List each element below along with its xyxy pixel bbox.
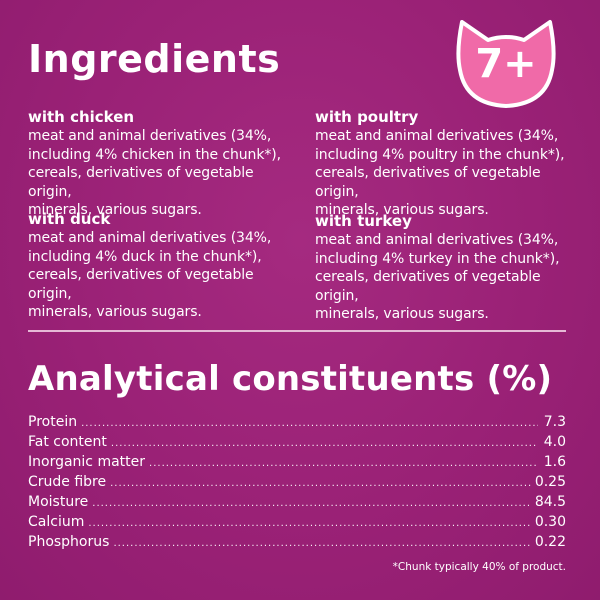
table-row: Inorganic matter .......................… bbox=[28, 452, 566, 472]
ingredient-duck: with duck meat and animal derivatives (3… bbox=[28, 210, 296, 322]
dot-leader: ........................................… bbox=[110, 438, 538, 449]
table-row: Calcium ................................… bbox=[28, 512, 566, 532]
constituent-value: 1.6 bbox=[543, 454, 566, 470]
constituents-table: Protein ................................… bbox=[28, 412, 566, 552]
dot-leader: ........................................… bbox=[149, 458, 538, 469]
section-divider bbox=[28, 330, 566, 332]
constituent-name: Moisture bbox=[28, 494, 89, 510]
description-line: cereals, derivatives of vegetable origin… bbox=[315, 269, 541, 304]
ingredient-description: meat and animal derivatives (34%, includ… bbox=[28, 229, 296, 322]
dot-leader: ........................................… bbox=[92, 498, 531, 509]
description-line: meat and animal derivatives (34%, bbox=[315, 128, 559, 144]
description-line: meat and animal derivatives (34%, bbox=[28, 128, 272, 144]
table-row: Phosphorus .............................… bbox=[28, 532, 566, 552]
constituent-name: Crude fibre bbox=[28, 474, 107, 490]
table-row: Fat content ............................… bbox=[28, 432, 566, 452]
ingredient-poultry: with poultry meat and animal derivatives… bbox=[315, 108, 583, 220]
constituent-name: Protein bbox=[28, 414, 78, 430]
constituent-name: Fat content bbox=[28, 434, 107, 450]
ingredient-name: with duck bbox=[28, 210, 111, 228]
description-line: including 4% poultry in the chunk*), bbox=[315, 146, 565, 163]
cat-head-icon bbox=[456, 20, 556, 108]
description-line: including 4% duck in the chunk*), bbox=[28, 248, 262, 265]
table-row: Crude fibre ............................… bbox=[28, 472, 566, 492]
dot-leader: ........................................… bbox=[88, 518, 531, 529]
ingredient-description: meat and animal derivatives (34%, includ… bbox=[315, 231, 583, 324]
description-line: including 4% turkey in the chunk*), bbox=[315, 250, 560, 267]
description-line: minerals, various sugars. bbox=[315, 306, 489, 322]
description-line: meat and animal derivatives (34%, bbox=[315, 232, 559, 248]
constituent-value: 84.5 bbox=[534, 494, 566, 510]
description-line: meat and animal derivatives (34%, bbox=[28, 230, 272, 246]
description-line: cereals, derivatives of vegetable origin… bbox=[28, 267, 254, 302]
ingredient-name: with chicken bbox=[28, 108, 135, 126]
description-line: minerals, various sugars. bbox=[315, 202, 489, 218]
constituent-name: Phosphorus bbox=[28, 534, 110, 550]
constituent-value: 0.22 bbox=[534, 534, 566, 550]
table-row: Protein ................................… bbox=[28, 412, 566, 432]
description-line: cereals, derivatives of vegetable origin… bbox=[28, 165, 254, 200]
analytical-title: Analytical constituents (%) bbox=[28, 359, 553, 399]
constituent-name: Inorganic matter bbox=[28, 454, 146, 470]
constituent-value: 7.3 bbox=[543, 414, 566, 430]
age-badge-text: 7+ bbox=[475, 41, 537, 87]
ingredient-description: meat and animal derivatives (34%, includ… bbox=[315, 127, 583, 220]
ingredient-turkey: with turkey meat and animal derivatives … bbox=[315, 212, 583, 324]
description-line: cereals, derivatives of vegetable origin… bbox=[315, 165, 541, 200]
ingredient-chicken: with chicken meat and animal derivatives… bbox=[28, 108, 296, 220]
constituent-value: 0.25 bbox=[534, 474, 566, 490]
description-line: minerals, various sugars. bbox=[28, 304, 202, 320]
constituent-name: Calcium bbox=[28, 514, 85, 530]
constituent-value: 4.0 bbox=[543, 434, 566, 450]
description-line: minerals, various sugars. bbox=[28, 202, 202, 218]
ingredient-description: meat and animal derivatives (34%, includ… bbox=[28, 127, 296, 220]
dot-leader: ........................................… bbox=[81, 418, 538, 429]
constituent-value: 0.30 bbox=[534, 514, 566, 530]
dot-leader: ........................................… bbox=[113, 538, 531, 549]
ingredients-title: Ingredients bbox=[28, 37, 281, 81]
dot-leader: ........................................… bbox=[110, 478, 531, 489]
table-row: Moisture ...............................… bbox=[28, 492, 566, 512]
chunk-footnote: *Chunk typically 40% of product. bbox=[392, 561, 566, 573]
ingredient-name: with turkey bbox=[315, 212, 412, 230]
age-badge: 7+ bbox=[448, 12, 564, 112]
ingredient-name: with poultry bbox=[315, 108, 419, 126]
description-line: including 4% chicken in the chunk*), bbox=[28, 146, 281, 163]
